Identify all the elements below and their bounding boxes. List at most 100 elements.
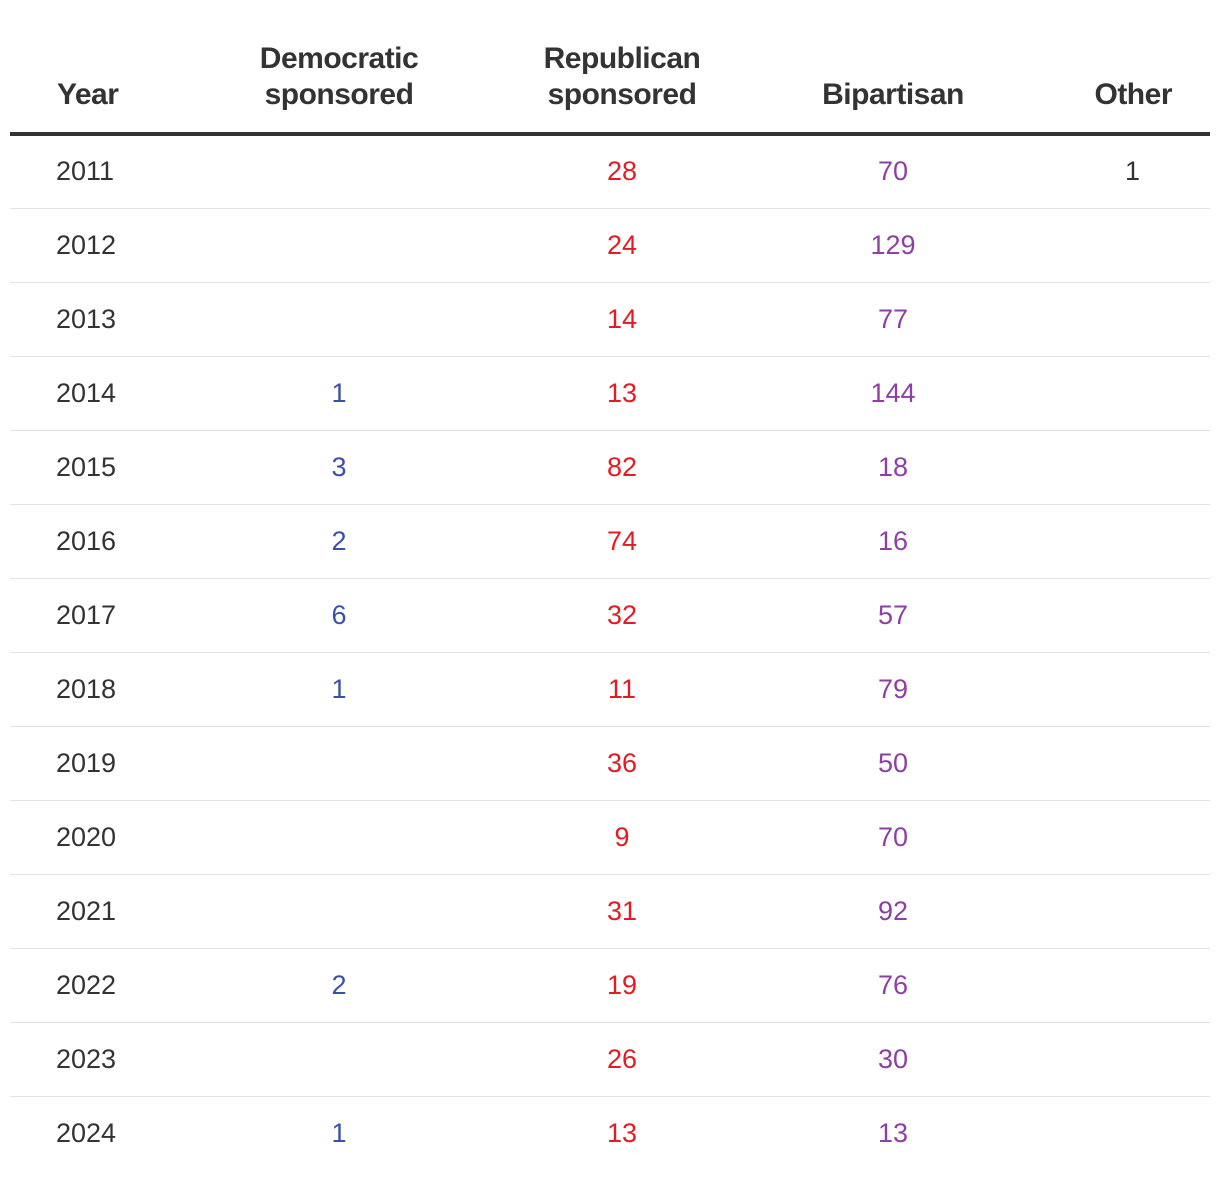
header-bipartisan: Bipartisan <box>776 0 1010 136</box>
cell-other <box>1010 430 1210 505</box>
cell-year: 2017 <box>10 578 210 653</box>
cell-republican: 28 <box>468 134 776 209</box>
cell-other <box>1010 356 1210 431</box>
cell-democratic <box>210 726 468 801</box>
cell-democratic <box>210 208 468 283</box>
cell-democratic: 1 <box>210 652 468 727</box>
table-row: 2020 9 70 <box>10 800 1210 875</box>
cell-republican: 82 <box>468 430 776 505</box>
cell-other <box>1010 1022 1210 1097</box>
cell-year: 2012 <box>10 208 210 283</box>
cell-other <box>1010 504 1210 579</box>
cell-other <box>1010 282 1210 357</box>
header-year-label: Year <box>57 78 119 111</box>
cell-republican: 32 <box>468 578 776 653</box>
table-row: 2021 31 92 <box>10 874 1210 949</box>
cell-democratic: 6 <box>210 578 468 653</box>
cell-year: 2023 <box>10 1022 210 1097</box>
cell-republican: 26 <box>468 1022 776 1097</box>
cell-bipartisan: 92 <box>776 874 1010 949</box>
cell-year: 2019 <box>10 726 210 801</box>
header-other: Other <box>1010 0 1210 136</box>
cell-republican: 13 <box>606 1117 638 1148</box>
table-row: 2019 36 50 <box>10 726 1210 801</box>
cell-republican: 11 <box>468 652 776 727</box>
cell-year: 2016 <box>10 504 210 579</box>
cell-bipartisan: 13 <box>877 1117 909 1148</box>
header-republican-line2: sponsored <box>547 78 697 111</box>
cell-year: 2020 <box>10 800 210 875</box>
cell-democratic: 2 <box>210 504 468 579</box>
table-row: 2011 28 70 1 <box>10 134 1210 209</box>
cell-bipartisan: 50 <box>776 726 1010 801</box>
cell-republican: 74 <box>468 504 776 579</box>
cell-democratic <box>210 134 468 209</box>
cell-year: 2014 <box>10 356 210 431</box>
cell-bipartisan: 129 <box>776 208 1010 283</box>
header-republican: Republican sponsored <box>468 0 776 136</box>
cell-democratic <box>210 874 468 949</box>
cell-republican: 9 <box>468 800 776 875</box>
table-row: 2012 24 129 <box>10 208 1210 283</box>
sponsorship-table-container: Year Democratic sponsored Republican spo… <box>10 0 1210 1170</box>
cell-democratic: 2 <box>210 948 468 1023</box>
cell-bipartisan: 76 <box>776 948 1010 1023</box>
cell-republican: 36 <box>468 726 776 801</box>
header-row: Year Democratic sponsored Republican spo… <box>10 0 1210 136</box>
table-header: Year Democratic sponsored Republican spo… <box>10 0 1210 136</box>
header-other-label: Other <box>1094 78 1172 111</box>
cell-bipartisan: 57 <box>776 578 1010 653</box>
cell-other <box>1010 652 1210 727</box>
cell-bipartisan: 144 <box>776 356 1010 431</box>
table-row: 2018 1 11 79 <box>10 652 1210 727</box>
table-row: 2016 2 74 16 <box>10 504 1210 579</box>
table-row: 2023 26 30 <box>10 1022 1210 1097</box>
header-republican-line1: Republican <box>543 42 701 75</box>
cell-other <box>1010 578 1210 653</box>
header-democratic-line2: sponsored <box>264 78 414 111</box>
cell-other <box>1010 874 1210 949</box>
cell-year: 2022 <box>10 948 210 1023</box>
table-row: 2024 1 13 13 <box>10 1096 1210 1170</box>
cell-year: 2024 <box>56 1117 117 1148</box>
cell-bipartisan: 30 <box>776 1022 1010 1097</box>
cell-year: 2013 <box>10 282 210 357</box>
cell-republican: 24 <box>468 208 776 283</box>
table-row: 2017 6 32 57 <box>10 578 1210 653</box>
cell-republican: 13 <box>468 356 776 431</box>
cell-bipartisan: 16 <box>776 504 1010 579</box>
sponsorship-table: Year Democratic sponsored Republican spo… <box>10 0 1210 1170</box>
cell-democratic <box>210 282 468 357</box>
cell-other <box>1010 208 1210 283</box>
cell-year: 2021 <box>10 874 210 949</box>
cell-bipartisan: 70 <box>776 800 1010 875</box>
cell-other: 1 <box>1010 134 1210 209</box>
cell-bipartisan: 79 <box>776 652 1010 727</box>
cell-republican: 14 <box>468 282 776 357</box>
cell-other <box>1010 800 1210 875</box>
cell-year: 2015 <box>10 430 210 505</box>
cell-year: 2018 <box>10 652 210 727</box>
table-row: 2014 1 13 144 <box>10 356 1210 431</box>
header-bipartisan-label: Bipartisan <box>822 78 964 111</box>
cell-other <box>1010 726 1210 801</box>
cell-bipartisan: 18 <box>776 430 1010 505</box>
table-body: 2011 28 70 1 2012 24 129 2013 14 77 2014 1 13 144 2015… <box>10 134 1210 1170</box>
cell-bipartisan: 70 <box>776 134 1010 209</box>
header-year: Year <box>10 0 210 136</box>
cell-democratic: 1 <box>210 356 468 431</box>
cell-bipartisan: 77 <box>776 282 1010 357</box>
header-democratic-line1: Democratic <box>259 42 419 75</box>
table-row: 2015 3 82 18 <box>10 430 1210 505</box>
cell-other <box>1010 948 1210 1023</box>
cell-other <box>1010 1096 1210 1170</box>
cell-democratic: 3 <box>210 430 468 505</box>
table-row: 2022 2 19 76 <box>10 948 1210 1023</box>
table-row: 2013 14 77 <box>10 282 1210 357</box>
cell-republican: 31 <box>468 874 776 949</box>
cell-democratic <box>210 800 468 875</box>
cell-year: 2011 <box>10 134 210 209</box>
header-democratic: Democratic sponsored <box>210 0 468 136</box>
cell-democratic <box>210 1022 468 1097</box>
cell-republican: 19 <box>468 948 776 1023</box>
